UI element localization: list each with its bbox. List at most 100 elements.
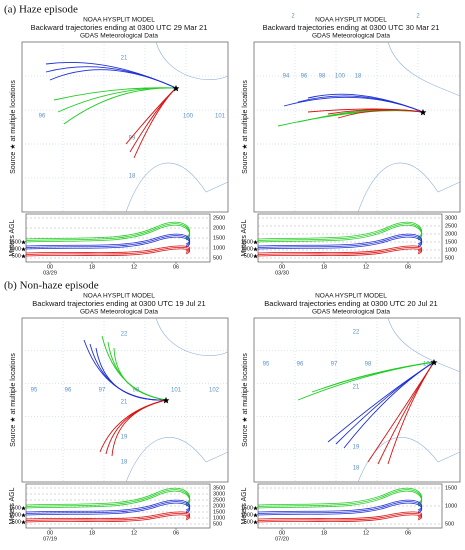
right-tick: 3000 — [445, 215, 457, 221]
left-tick: 500 — [244, 519, 253, 525]
height-line — [25, 513, 191, 521]
left-tick: 500 — [12, 519, 21, 525]
map-label: 100 — [335, 74, 346, 80]
right-tick: 1000 — [213, 515, 225, 521]
height-line — [257, 233, 423, 247]
trajectory — [49, 69, 177, 89]
tick-star — [253, 247, 258, 252]
map-label: 96 — [301, 74, 308, 80]
height-line — [257, 511, 423, 520]
left-tick: 1000 — [241, 246, 253, 252]
left-tick: 1500 — [241, 505, 253, 511]
height-line — [257, 247, 423, 255]
map-label: 96 — [39, 114, 46, 120]
border — [125, 41, 229, 213]
height-line — [257, 490, 423, 509]
map-label: 98 — [365, 362, 372, 368]
left-tick: 1000 — [241, 512, 253, 518]
map-label: 18 — [353, 466, 360, 472]
trajectory — [133, 87, 177, 159]
right-tick: 2500 — [213, 497, 225, 503]
left-tick: 1500 — [241, 239, 253, 245]
trajectory — [113, 347, 167, 401]
tick-star — [253, 254, 258, 259]
source-star — [419, 109, 427, 116]
right-tick: 1500 — [445, 239, 457, 245]
tick-star — [253, 240, 258, 245]
right-tick: 2500 — [445, 223, 457, 229]
map-label: 18 — [121, 460, 128, 466]
time-label: 12 — [131, 530, 137, 536]
date-label: 03/30 — [275, 270, 289, 276]
map-label: 95 — [263, 362, 270, 368]
source-label: Source ★ at multiple locations — [9, 80, 17, 174]
height-line — [25, 511, 191, 520]
map-label: 101 — [171, 388, 182, 394]
height-line — [25, 501, 191, 514]
trajectory — [343, 361, 435, 449]
height-line — [257, 224, 423, 243]
tick-star — [21, 240, 26, 245]
map-label: 98 — [319, 74, 326, 80]
height-line — [25, 248, 191, 257]
height-line — [257, 245, 423, 254]
left-tick: 1500 — [9, 505, 21, 511]
tick-star — [21, 513, 26, 518]
left-tick: 1500 — [9, 239, 21, 245]
height-line — [25, 487, 191, 506]
height-line — [257, 236, 423, 250]
map-label: 96 — [65, 388, 72, 394]
panel-title: NOAA HYSPLIT MODEL — [315, 293, 387, 300]
height-line — [257, 489, 423, 507]
map-label: 22 — [121, 332, 128, 338]
border — [357, 41, 461, 213]
right-tick: 1000 — [213, 245, 225, 251]
panel-title: GDAS Meteorological Data — [80, 309, 158, 316]
source-label: Source ★ at multiple locations — [241, 80, 249, 174]
map-label: 22 — [353, 330, 360, 336]
panel-title: NOAA HYSPLIT MODEL — [315, 17, 387, 24]
source-star — [162, 397, 170, 404]
tick-star — [253, 520, 258, 525]
tick-star — [21, 254, 26, 259]
map-frame — [253, 317, 461, 483]
height-axis-label: Meters AGL — [241, 487, 248, 524]
trajectory — [111, 399, 167, 457]
panel-title: GDAS Meteorological Data — [312, 33, 390, 40]
time-label: 18 — [89, 530, 95, 536]
left-tick: 500 — [244, 253, 253, 259]
panel-title: GDAS Meteorological Data — [80, 33, 158, 40]
right-tick: 1000 — [445, 247, 457, 253]
tick-star — [253, 513, 258, 518]
map-label: 102 — [209, 388, 220, 394]
trajectory — [323, 361, 435, 389]
height-line — [25, 221, 191, 240]
right-tick: 3000 — [213, 491, 225, 497]
date-label: 03/29 — [43, 270, 57, 276]
map-label: 21 — [121, 400, 128, 406]
height-line — [25, 502, 191, 516]
height-line — [257, 514, 423, 523]
time-label: 12 — [363, 264, 369, 270]
height-line — [25, 235, 191, 248]
map-label: 97 — [331, 362, 338, 368]
panel-title: GDAS Meteorological Data — [312, 309, 390, 316]
time-label: 18 — [321, 264, 327, 270]
height-line — [25, 247, 191, 255]
map-frame — [21, 317, 229, 483]
map-label: 21 — [121, 56, 128, 62]
height-line — [25, 233, 191, 247]
section-label: (b) Non-haze episode — [4, 280, 99, 292]
height-line — [257, 223, 423, 241]
height-line — [257, 499, 423, 513]
right-tick: 1500 — [213, 509, 225, 515]
date-label: 07/20 — [275, 536, 289, 542]
section-label: (a) Haze episode — [4, 4, 78, 16]
map-label: 19 — [121, 435, 128, 441]
time-label: 18 — [89, 264, 95, 270]
trajectory — [307, 93, 424, 113]
border — [357, 317, 461, 483]
tick-star — [21, 520, 26, 525]
